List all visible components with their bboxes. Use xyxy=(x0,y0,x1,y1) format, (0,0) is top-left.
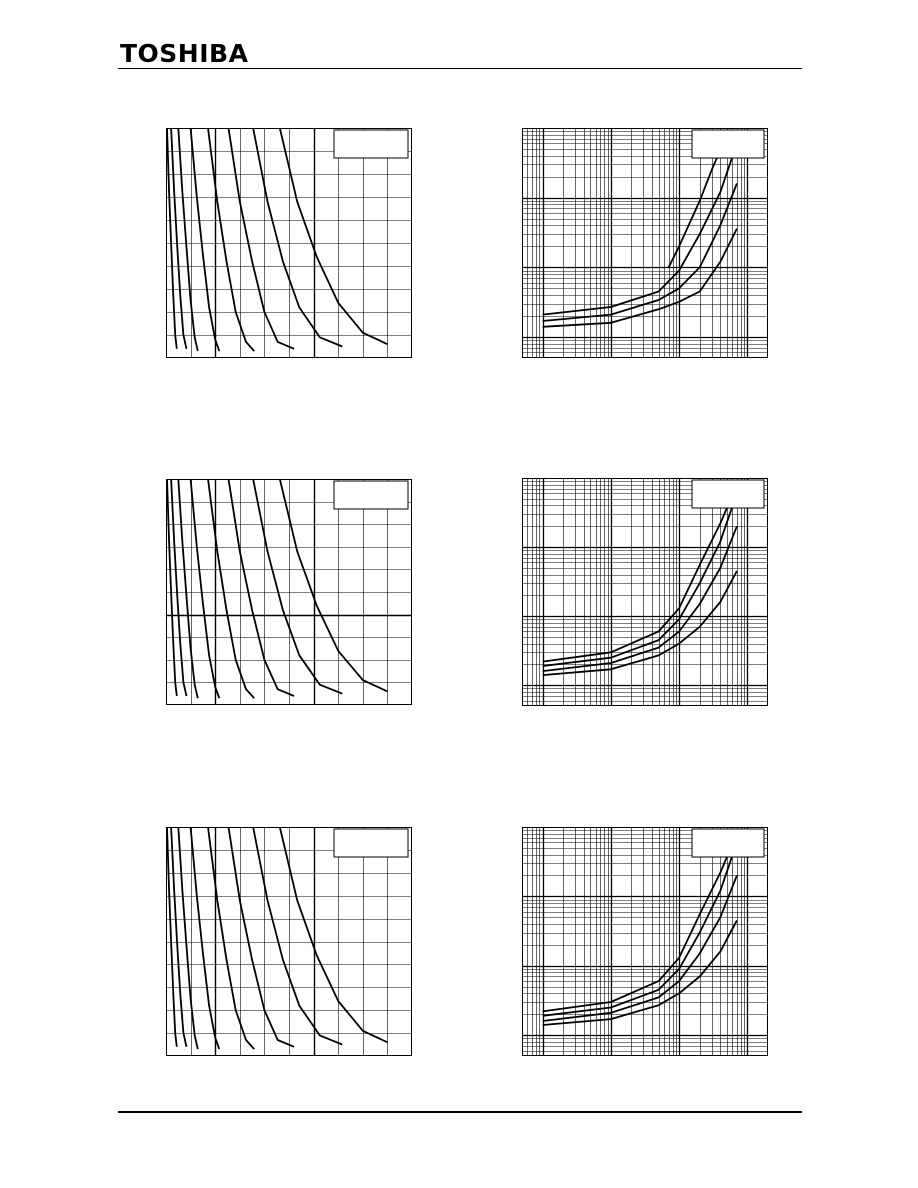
chart-svg xyxy=(522,827,768,1056)
series-line xyxy=(207,479,255,699)
toshiba-logo: TOSHIBA xyxy=(120,39,249,68)
series-line xyxy=(542,919,738,1026)
legend-box xyxy=(333,129,409,159)
series-line xyxy=(542,570,738,676)
chart-row2-left xyxy=(166,479,412,705)
series-line xyxy=(166,479,178,697)
series-line xyxy=(252,128,343,348)
series-line xyxy=(278,827,388,1044)
series-line xyxy=(542,228,738,328)
legend-box xyxy=(691,479,765,509)
series-line xyxy=(542,875,738,1022)
chart-svg xyxy=(166,479,412,705)
series-line xyxy=(207,128,255,352)
chart-row1-right xyxy=(522,128,768,358)
series-line xyxy=(166,827,178,1047)
series-line xyxy=(542,484,738,663)
series-line xyxy=(166,128,178,349)
series-line xyxy=(170,128,188,349)
chart-row2-right xyxy=(522,478,768,706)
series-line xyxy=(542,493,738,667)
series-line xyxy=(227,827,295,1048)
chart-svg xyxy=(522,478,768,706)
series-line xyxy=(189,827,221,1050)
series-line xyxy=(189,479,221,699)
plot-frame xyxy=(522,478,768,706)
plot-frame xyxy=(522,827,768,1056)
series-line xyxy=(189,128,221,352)
series-line xyxy=(542,525,738,672)
series-line xyxy=(177,479,199,699)
legend-box xyxy=(691,828,765,858)
chart-row3-left xyxy=(166,827,412,1056)
footer-rule xyxy=(118,1111,802,1113)
chart-svg xyxy=(166,128,412,358)
series-line xyxy=(207,827,255,1050)
series-line xyxy=(170,827,188,1047)
series-line xyxy=(278,479,388,693)
plot-frame xyxy=(166,827,412,1056)
series-line xyxy=(252,479,343,695)
series-line xyxy=(227,479,295,697)
legend-box xyxy=(691,129,765,159)
legend-box xyxy=(333,480,409,510)
series-line xyxy=(278,128,388,346)
legend-box xyxy=(333,828,409,858)
series-line xyxy=(542,183,738,322)
series-line xyxy=(252,827,343,1046)
chart-svg xyxy=(166,827,412,1056)
series-line xyxy=(227,128,295,350)
series-line xyxy=(542,842,738,1017)
series-line xyxy=(177,827,199,1050)
plot-frame xyxy=(166,479,412,705)
chart-svg xyxy=(522,128,768,358)
series-line xyxy=(542,143,738,316)
chart-row3-right xyxy=(522,827,768,1056)
series-line xyxy=(542,833,738,1013)
chart-row1-left xyxy=(166,128,412,358)
plot-frame xyxy=(522,128,768,358)
plot-frame xyxy=(166,128,412,358)
series-line xyxy=(170,479,188,697)
series-line xyxy=(177,128,199,352)
header-rule xyxy=(118,68,802,69)
